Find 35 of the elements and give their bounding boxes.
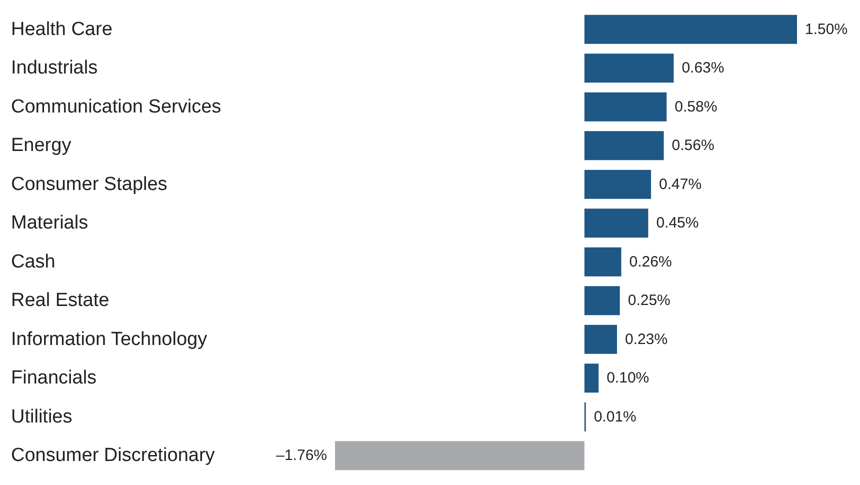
data-label: 0.26% xyxy=(629,253,672,270)
y-tick-label: Financials xyxy=(11,368,97,389)
y-tick-label: Information Technology xyxy=(11,328,208,350)
bar xyxy=(584,14,797,44)
bar xyxy=(584,208,648,238)
data-label: 0.23% xyxy=(625,330,668,348)
bar xyxy=(584,131,664,160)
data-label: 0.01% xyxy=(594,408,636,426)
data-label: –1.76% xyxy=(276,447,327,464)
bar xyxy=(584,92,667,122)
data-label: 0.47% xyxy=(659,176,702,193)
y-tick-label: Cash xyxy=(11,251,56,272)
y-tick-label: Materials xyxy=(11,212,88,234)
bar xyxy=(584,54,674,83)
y-tick-label: Consumer Staples xyxy=(11,174,168,195)
y-tick-label: Energy xyxy=(11,135,72,156)
y-tick-label: Health Care xyxy=(11,18,112,40)
bar xyxy=(335,441,584,470)
data-label: 0.25% xyxy=(628,292,670,310)
y-tick-label: Industrials xyxy=(11,58,98,79)
data-label: 0.45% xyxy=(656,214,699,232)
bar xyxy=(584,364,599,393)
bar xyxy=(584,247,622,276)
bar xyxy=(584,324,618,354)
data-label: 0.56% xyxy=(672,137,714,154)
data-label: 1.50% xyxy=(805,20,848,38)
y-tick-label: Real Estate xyxy=(11,290,110,312)
y-tick-label: Utilities xyxy=(11,406,72,428)
y-tick-label: Communication Services xyxy=(11,96,222,118)
bar xyxy=(584,170,652,199)
y-tick-label: Consumer Discretionary xyxy=(11,445,216,466)
bar xyxy=(584,286,620,316)
data-label: 0.10% xyxy=(606,370,650,387)
data-label: 0.63% xyxy=(682,60,724,77)
data-label: 0.58% xyxy=(674,98,718,116)
